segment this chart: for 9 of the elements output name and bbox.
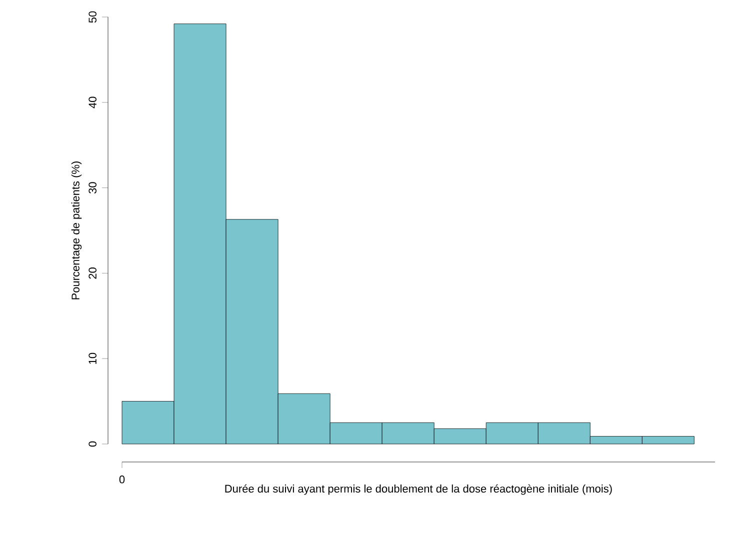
y-tick-label: 0 <box>88 441 96 447</box>
y-tick-label: 30 <box>88 182 96 194</box>
text: 0 <box>119 476 125 484</box>
x-axis-title: Durée du suivi ayant permis le doublement de la dose réactogène initiale (mois) <box>225 484 612 495</box>
y-tick-label: 50 <box>88 11 96 23</box>
y-axis-title: Pourcentage de patients (%) <box>71 161 82 300</box>
y-tick-label: 20 <box>88 268 96 279</box>
y-tick-label: 10 <box>88 352 96 364</box>
y-tick-label: 40 <box>88 96 96 108</box>
